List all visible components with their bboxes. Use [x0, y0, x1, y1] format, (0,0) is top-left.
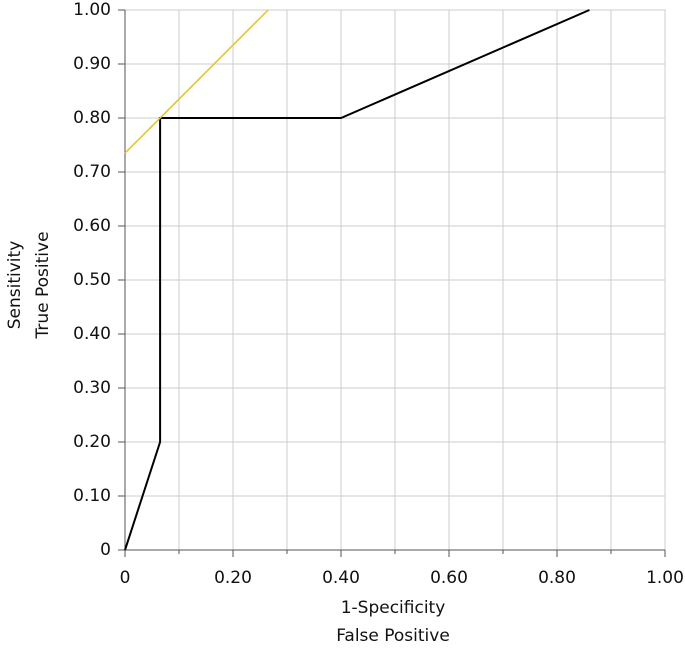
y-axis-title: True Positive: [33, 231, 53, 339]
x-tick-label: 0.40: [322, 568, 360, 588]
x-axis-title: 1-Specificity: [341, 598, 446, 618]
x-tick-label: 1.00: [646, 568, 684, 588]
series-line: [124, 9, 269, 154]
y-tick-label: 0.50: [73, 270, 111, 290]
y-tick-label: 0.10: [73, 486, 111, 506]
y-tick-label: 0: [100, 540, 111, 560]
x-axis-title: False Positive: [336, 626, 450, 646]
y-tick-label: 1.00: [73, 0, 111, 20]
x-tick-label: 0: [120, 568, 131, 588]
y-tick-label: 0.70: [73, 162, 111, 182]
y-axis-title: Sensitivity: [5, 241, 25, 330]
y-tick-label: 0.40: [73, 324, 111, 344]
y-tick-label: 0.30: [73, 378, 111, 398]
y-tick-label: 0.80: [73, 108, 111, 128]
y-tick-label: 0.90: [73, 54, 111, 74]
x-tick-label: 0.80: [538, 568, 576, 588]
x-tick-label: 0.20: [214, 568, 252, 588]
x-tick-label: 0.60: [430, 568, 468, 588]
y-tick-label: 0.60: [73, 216, 111, 236]
y-tick-label: 0.20: [73, 432, 111, 452]
